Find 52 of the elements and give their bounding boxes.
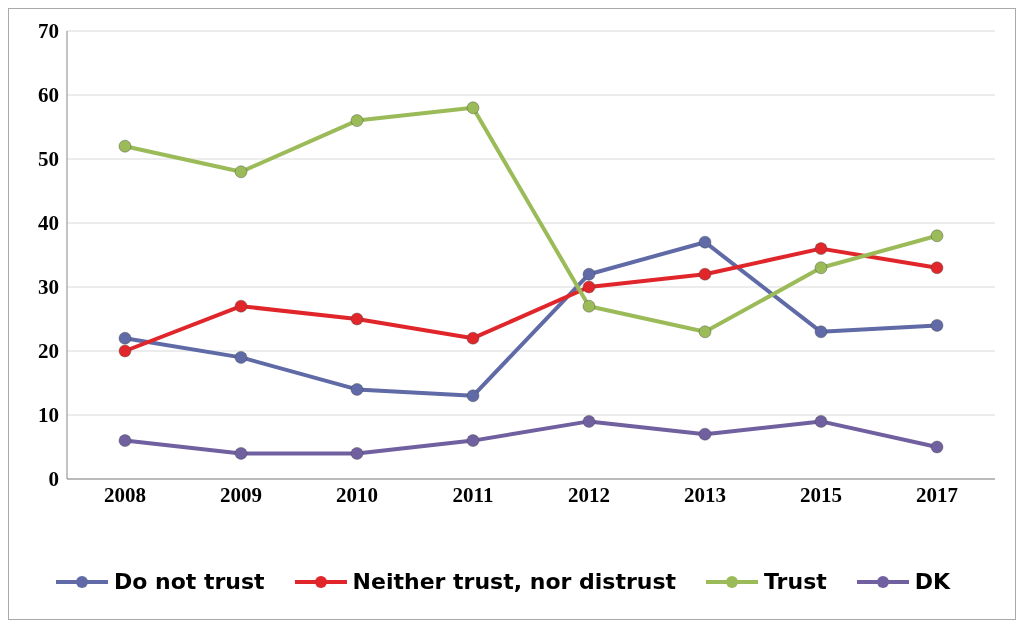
legend-label: Do not trust — [112, 569, 265, 594]
point — [118, 331, 132, 345]
point — [234, 299, 248, 313]
point — [698, 427, 712, 441]
y-tick-label: 0 — [48, 467, 59, 492]
x-tick-label: 2011 — [452, 482, 494, 507]
point — [814, 325, 828, 339]
point — [698, 267, 712, 281]
x-tick-label: 2017 — [916, 482, 958, 507]
point — [350, 312, 364, 326]
point — [350, 446, 364, 460]
point — [930, 440, 944, 454]
legend-label: Trust — [763, 569, 827, 594]
point — [118, 434, 132, 448]
y-tick-label: 20 — [38, 339, 59, 364]
x-tick-label: 2010 — [336, 482, 378, 507]
point — [814, 242, 828, 256]
point — [698, 325, 712, 339]
x-tick-label: 2012 — [568, 482, 610, 507]
point — [234, 350, 248, 364]
point — [814, 261, 828, 275]
y-tick-label: 50 — [38, 147, 59, 172]
point — [582, 280, 596, 294]
point — [350, 382, 364, 396]
point — [466, 331, 480, 345]
point — [930, 261, 944, 275]
point — [930, 229, 944, 243]
point — [814, 414, 828, 428]
point — [698, 235, 712, 249]
legend-label: DK — [913, 569, 951, 594]
point — [350, 114, 364, 128]
legend-label: Neither trust, nor distrust — [351, 569, 677, 594]
y-tick-label: 10 — [38, 403, 59, 428]
point — [118, 344, 132, 358]
point — [582, 267, 596, 281]
point — [234, 165, 248, 179]
y-tick-label: 60 — [38, 83, 59, 108]
y-tick-label: 30 — [38, 275, 59, 300]
point — [582, 299, 596, 313]
x-tick-label: 2009 — [220, 482, 262, 507]
point — [118, 139, 132, 153]
x-tick-label: 2013 — [684, 482, 726, 507]
point — [466, 434, 480, 448]
point — [582, 414, 596, 428]
point — [234, 446, 248, 460]
point — [466, 389, 480, 403]
x-tick-label: 2015 — [800, 482, 842, 507]
x-tick-label: 2008 — [104, 482, 146, 507]
point — [466, 101, 480, 115]
y-tick-label: 40 — [38, 211, 59, 236]
y-tick-label: 70 — [38, 19, 59, 44]
point — [930, 318, 944, 332]
